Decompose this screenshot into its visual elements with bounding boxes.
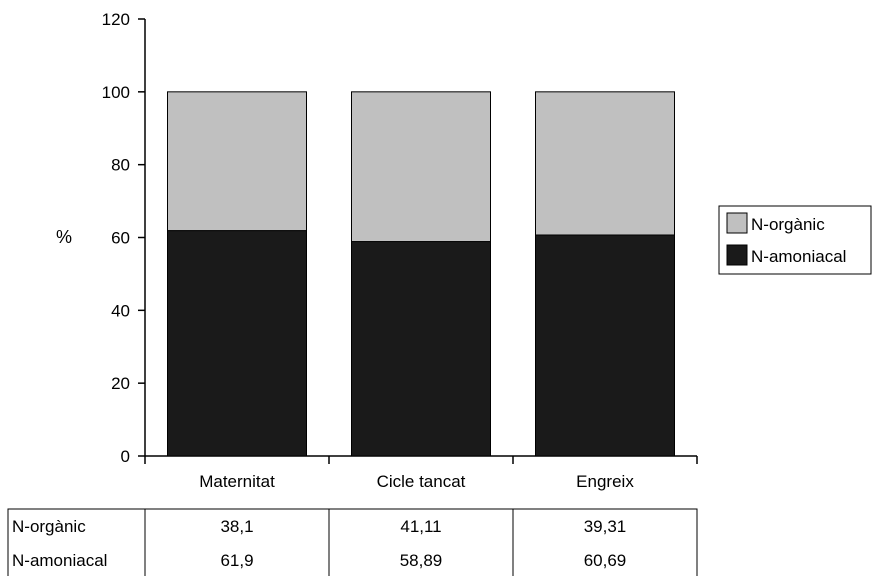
legend-swatch xyxy=(726,244,748,266)
category-label: Engreix xyxy=(576,472,634,491)
category-label: Cicle tancat xyxy=(377,472,466,491)
y-tick-label: 20 xyxy=(111,374,130,393)
category-labels: Maternitat Cicle tancat Engreix xyxy=(199,472,634,491)
bar-segment xyxy=(351,241,491,457)
table-cell: 38,1 xyxy=(220,517,253,536)
bars xyxy=(167,91,675,457)
bar-segment xyxy=(167,91,307,232)
table-cell: 39,31 xyxy=(584,517,627,536)
table-row-label: N-amoniacal xyxy=(12,551,107,570)
legend-label: N-orgànic xyxy=(751,215,825,234)
y-ticks: 0 20 40 60 80 100 120 xyxy=(102,10,145,466)
legend-swatch xyxy=(726,212,748,234)
y-tick-label: 80 xyxy=(111,156,130,175)
category-label: Maternitat xyxy=(199,472,275,491)
table-row-label: N-orgànic xyxy=(12,517,86,536)
table-cell: 58,89 xyxy=(400,551,443,570)
legend-label: N-amoniacal xyxy=(751,247,846,266)
y-tick-label: 40 xyxy=(111,301,130,320)
table-cell: 41,11 xyxy=(400,517,441,536)
y-axis-label: % xyxy=(56,227,72,247)
bar-segment xyxy=(351,91,491,243)
y-tick-label: 120 xyxy=(102,10,130,29)
table-border xyxy=(7,508,698,576)
y-tick-label: 100 xyxy=(102,83,130,102)
legend: N-orgànic N-amoniacal xyxy=(718,205,872,275)
table-cell: 60,69 xyxy=(584,551,627,570)
y-tick-label: 0 xyxy=(121,447,130,466)
bar-segment xyxy=(167,230,307,457)
bar-segment xyxy=(535,91,675,236)
data-table: N-orgànic 38,1 41,11 39,31 N-amoniacal 61,9 58… xyxy=(7,508,698,576)
bar-segment xyxy=(535,234,675,457)
table-cell: 61,9 xyxy=(220,551,253,570)
y-tick-label: 60 xyxy=(111,229,130,248)
